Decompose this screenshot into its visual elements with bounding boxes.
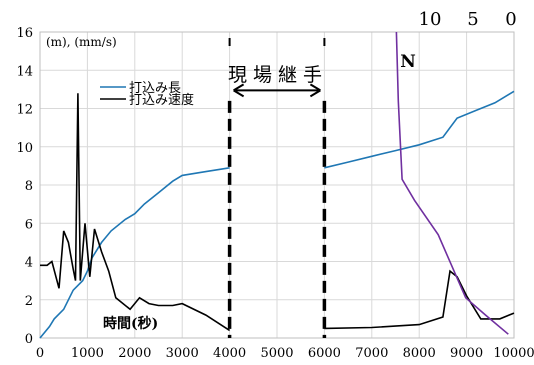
legend-label-2: 打込み速度 <box>129 92 194 108</box>
series-line-2-segment-1 <box>40 93 231 332</box>
joint-arrow-head-left <box>233 83 245 98</box>
top-tick-label-0: 0 <box>505 9 516 30</box>
top-tick-label-5: 5 <box>467 9 478 30</box>
x-tick-label-6000: 6000 <box>308 346 341 361</box>
series-line-1-segment-1 <box>39 167 230 339</box>
x-tick-label-9000: 9000 <box>450 346 483 361</box>
x-tick-label-4000: 4000 <box>213 346 246 361</box>
y-tick-label-2: 2 <box>25 294 33 309</box>
y-tick-label-8: 8 <box>25 179 33 194</box>
x-tick-label-7000: 7000 <box>355 346 388 361</box>
x-tick-label-3000: 3000 <box>166 346 199 361</box>
x-tick-label-1000: 1000 <box>71 346 104 361</box>
joint-annotation: 現 場 継 手 <box>228 64 322 86</box>
field-joint-marker <box>227 38 327 338</box>
x-tick-label-0: 0 <box>36 346 44 361</box>
y-tick-label-16: 16 <box>16 26 33 41</box>
y-tick-label-4: 4 <box>25 256 33 271</box>
y-axis-label: (m), (mm/s) <box>46 35 117 49</box>
tick-labels: 0 2 4 6 8 10 12 14 16 0 1000 2000 3000 4000 5000 6000 70… <box>16 9 534 361</box>
plot-frame <box>39 31 515 339</box>
x-axis-label: 時間(秒) <box>103 315 158 332</box>
y-tick-label-10: 10 <box>16 141 33 156</box>
legend-label-1: 打込み長 <box>129 81 181 96</box>
series-lines <box>39 31 515 339</box>
axes <box>39 31 515 339</box>
y-tick-label-12: 12 <box>16 103 33 118</box>
x-tick-label-5000: 5000 <box>260 346 293 361</box>
y-tick-label-14: 14 <box>16 64 33 79</box>
n-annotation: N <box>400 52 416 72</box>
series-line-1-segment-2 <box>324 90 515 169</box>
y-tick-label-6: 6 <box>25 217 33 232</box>
top-tick-label-10: 10 <box>419 9 442 30</box>
joint-arrow-head-right <box>309 83 321 98</box>
x-tick-label-8000: 8000 <box>403 346 436 361</box>
x-tick-label-10000: 10000 <box>493 346 534 361</box>
x-tick-label-2000: 2000 <box>118 346 151 361</box>
series-line-3-segment-1 <box>395 31 509 335</box>
y-tick-label-0: 0 <box>25 332 33 347</box>
